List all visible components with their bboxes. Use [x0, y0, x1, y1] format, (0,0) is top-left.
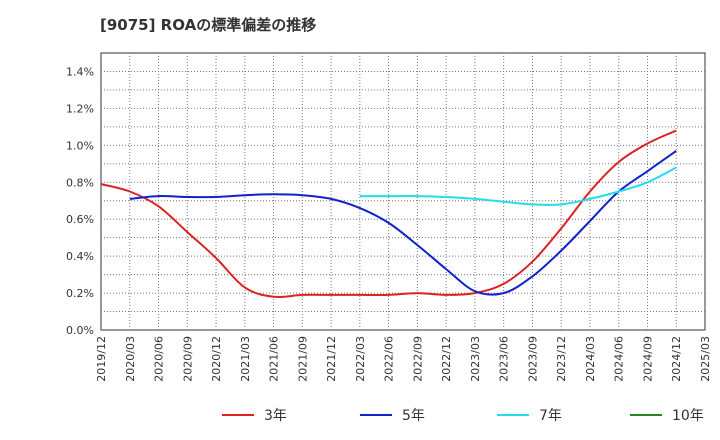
x-tick-label: 2021/09: [296, 336, 309, 382]
y-tick-label: 0.4%: [66, 250, 94, 263]
x-tick-label: 2022/06: [383, 336, 396, 382]
x-tick-label: 2024/03: [584, 336, 597, 382]
legend-label-1: 5年: [402, 408, 425, 424]
y-tick-label: 1.0%: [66, 139, 94, 152]
x-tick-label: 2022/09: [411, 336, 424, 382]
x-tick-label: 2022/12: [440, 336, 453, 382]
x-tick-label: 2023/03: [469, 336, 482, 382]
legend: 3年 5年 7年 10年: [222, 408, 704, 424]
y-tick-label: 0.0%: [66, 324, 94, 337]
x-tick-label: 2019/12: [95, 336, 108, 382]
x-tick-label: 2025/03: [699, 336, 712, 382]
series-line-2: [359, 166, 677, 206]
y-tick-label: 0.2%: [66, 287, 94, 300]
x-tick-label: 2024/09: [641, 336, 654, 382]
chart-title: [9075] ROAの標準偏差の推移: [100, 16, 317, 34]
x-tick-label: 2021/12: [325, 336, 338, 382]
x-tick-label: 2021/03: [239, 336, 252, 382]
plot-area: [100, 52, 706, 331]
y-axis-ticks: 0.0% 0.2% 0.4% 0.6% 0.8% 1.0% 1.2% 1.4%: [66, 65, 94, 337]
y-tick-label: 0.8%: [66, 176, 94, 189]
x-tick-label: 2024/06: [613, 336, 626, 382]
x-tick-label: 2023/09: [526, 336, 539, 382]
grid-lines: [101, 53, 705, 330]
y-tick-label: 1.4%: [66, 65, 94, 78]
x-tick-label: 2022/03: [354, 336, 367, 382]
x-tick-label: 2020/09: [181, 336, 194, 382]
x-tick-label: 2020/12: [210, 336, 223, 382]
legend-label-2: 7年: [539, 408, 562, 424]
legend-label-0: 3年: [264, 408, 287, 424]
y-tick-label: 0.6%: [66, 213, 94, 226]
legend-label-3: 10年: [672, 408, 704, 424]
x-axis-ticks: 2019/12 2020/03 2020/06 2020/09 2020/12 2021/…: [95, 336, 712, 382]
series-line-0: [100, 129, 677, 299]
series-line-1: [129, 150, 677, 296]
y-tick-label: 1.2%: [66, 102, 94, 115]
x-tick-label: 2020/03: [124, 336, 137, 382]
x-tick-label: 2021/06: [268, 336, 281, 382]
x-tick-label: 2020/06: [153, 336, 166, 382]
x-tick-label: 2024/12: [670, 336, 683, 382]
x-tick-label: 2023/12: [555, 336, 568, 382]
x-tick-label: 2023/06: [498, 336, 511, 382]
series-lines: [100, 129, 677, 299]
